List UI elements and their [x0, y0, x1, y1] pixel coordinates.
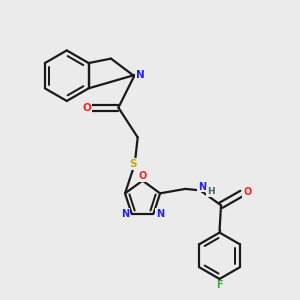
- Text: N: N: [136, 70, 145, 80]
- Text: S: S: [130, 159, 137, 169]
- Text: O: O: [83, 103, 92, 112]
- Text: H: H: [207, 188, 214, 196]
- Text: F: F: [216, 280, 223, 290]
- Text: O: O: [138, 171, 147, 181]
- Text: N: N: [198, 182, 206, 191]
- Text: N: N: [121, 209, 129, 219]
- Text: O: O: [243, 187, 251, 197]
- Text: N: N: [156, 209, 164, 219]
